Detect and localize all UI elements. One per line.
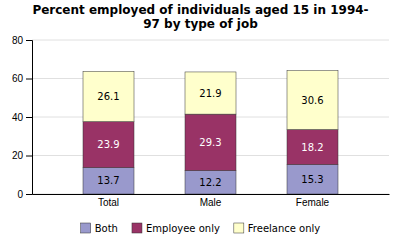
- data-label: 26.1: [97, 91, 119, 102]
- tick-label: 80: [12, 35, 24, 46]
- x-axis: Total Male Female: [33, 195, 390, 209]
- data-label: 21.9: [199, 88, 221, 99]
- legend-swatch: [81, 223, 91, 233]
- tick-mark: [26, 194, 32, 195]
- tick: 0: [17, 189, 32, 200]
- bar: [83, 168, 134, 194]
- bar: [185, 171, 236, 194]
- bar: [83, 71, 134, 121]
- tick: Female: [296, 197, 330, 208]
- chart: Percent employed of individuals aged 15 …: [0, 0, 401, 238]
- data-label: 29.3: [199, 137, 221, 148]
- tick: 40: [12, 112, 32, 123]
- bar: [287, 165, 338, 194]
- bars: [83, 71, 338, 194]
- bar: [287, 71, 338, 130]
- legend-label: Employee only: [146, 223, 220, 234]
- legend-swatch: [132, 223, 142, 233]
- bar: [83, 122, 134, 168]
- tick-label: 0: [17, 189, 23, 200]
- tick-mark: [26, 117, 32, 118]
- bar: [185, 72, 236, 114]
- data-label: 18.2: [301, 142, 323, 153]
- title: Percent employed of individuals aged 15 …: [32, 3, 368, 31]
- bar: [287, 130, 338, 165]
- grid: [32, 40, 389, 194]
- tick-label: Female: [296, 197, 330, 208]
- data-label: 15.3: [301, 174, 323, 185]
- axis-line: [33, 194, 390, 195]
- bar: [185, 114, 236, 170]
- data-label: 30.6: [301, 95, 323, 106]
- tick: Total: [98, 197, 119, 208]
- tick: 20: [12, 150, 32, 161]
- legend-item: Both: [81, 223, 118, 234]
- tick-mark: [26, 40, 32, 41]
- tick-label: 40: [12, 112, 24, 123]
- y-axis: 0 20 40 60 80: [12, 35, 33, 200]
- data-label: 12.2: [199, 177, 221, 188]
- legend-item: Freelance only: [234, 223, 321, 234]
- tick-label: Total: [98, 197, 119, 208]
- legend-label: Freelance only: [248, 223, 321, 234]
- legend-swatch: [234, 223, 244, 233]
- data-label: 13.7: [97, 175, 119, 186]
- plot: 13.7 12.2 15.3 23.9 29.3 18.2 26.1 21.9 30.6 Tota…: [12, 35, 390, 208]
- tick-mark: [26, 79, 32, 80]
- tick: Male: [200, 197, 222, 208]
- tick-mark: [26, 156, 32, 157]
- tick-label: 60: [12, 73, 24, 84]
- legend-label: Both: [95, 223, 118, 234]
- tick: 80: [12, 35, 32, 46]
- tick-label: Male: [200, 197, 222, 208]
- axis-line: [26, 41, 33, 195]
- grid-line: [32, 40, 389, 41]
- tick: 60: [12, 73, 32, 84]
- legend: Both Employee only Freelance only: [81, 223, 321, 234]
- legend-item: Employee only: [132, 223, 220, 234]
- tick-label: 20: [12, 150, 24, 161]
- data-label: 23.9: [97, 139, 119, 150]
- data-labels: 13.7 12.2 15.3 23.9 29.3 18.2 26.1 21.9 30.6: [97, 88, 323, 188]
